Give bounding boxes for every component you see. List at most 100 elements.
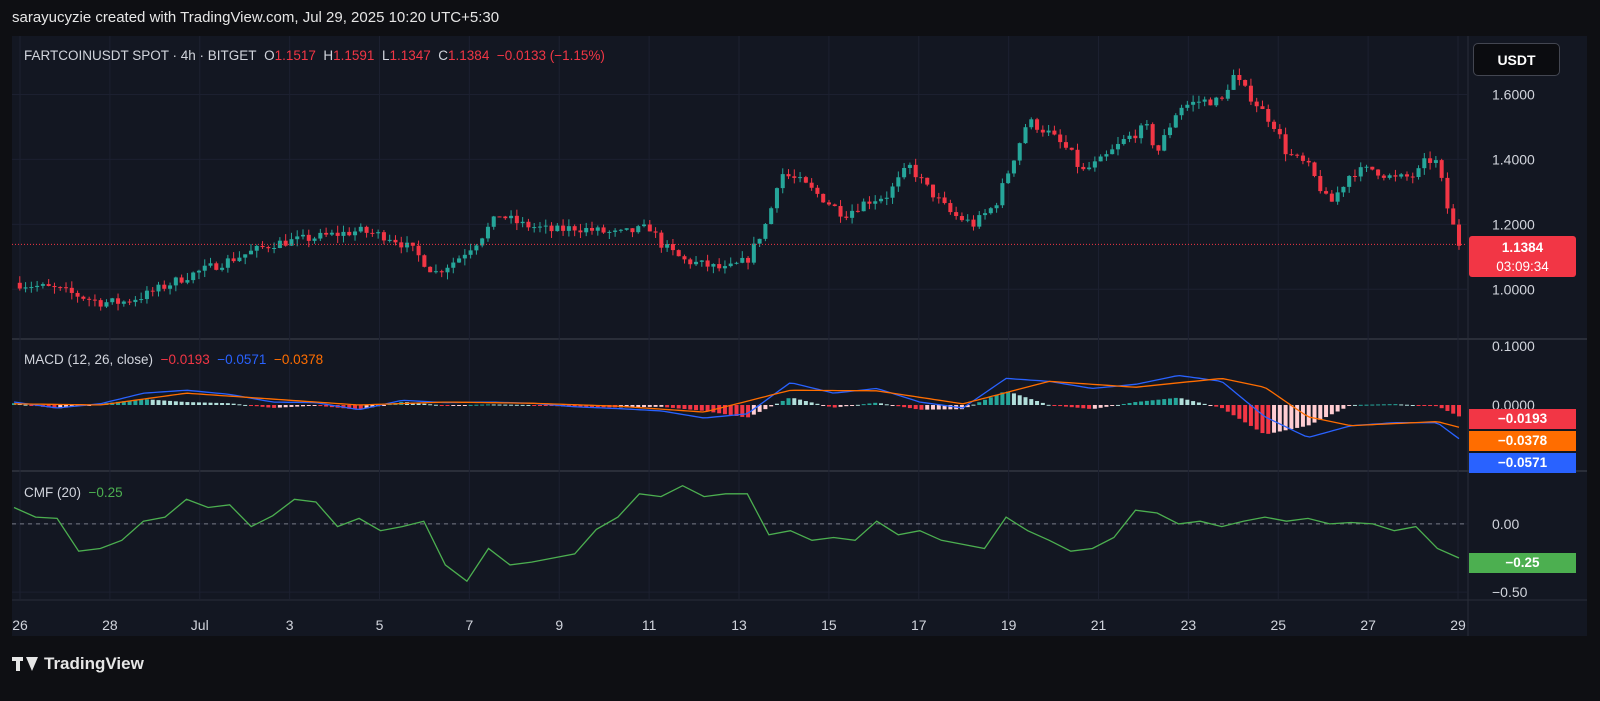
candle-body — [272, 247, 277, 249]
candle-body — [1295, 154, 1300, 156]
x-tick-label: 21 — [1091, 617, 1107, 633]
candle-body — [595, 227, 600, 231]
macd-histogram-bar — [433, 404, 438, 406]
candle-body — [988, 208, 993, 214]
candle-body — [1248, 85, 1253, 102]
tradingview-logo[interactable]: TradingView — [12, 654, 144, 674]
candle-body — [133, 299, 138, 303]
macd-histogram-bar — [549, 405, 554, 406]
candle-body — [1300, 155, 1305, 161]
macd-histogram-bar — [1150, 400, 1155, 405]
cmf-tick-label: −0.50 — [1492, 584, 1528, 600]
candle-body — [1364, 166, 1369, 168]
macd-histogram-bar — [1092, 405, 1097, 409]
candle-body — [237, 257, 242, 262]
candle-body — [480, 238, 485, 246]
macd-histogram-bar — [1329, 405, 1334, 415]
price-tick-label: 1.0000 — [1492, 281, 1535, 297]
candle-body — [168, 285, 173, 289]
candle-body — [283, 240, 288, 246]
candle-body — [1387, 175, 1392, 178]
candle-body — [1081, 166, 1086, 170]
macd-histogram-bar — [1324, 405, 1329, 418]
macd-histogram-bar — [370, 405, 375, 408]
macd-histogram-bar — [590, 405, 594, 408]
macd-histogram-bar — [826, 405, 831, 407]
chart-svg[interactable]: 26 28 Jul 3 5 7 9 11 13 15 17 19 21 23 25 27 29 1.0000 1.2… — [12, 36, 1587, 636]
candle-body — [1121, 139, 1126, 144]
candle-body — [1006, 173, 1011, 184]
macd-histogram-bar — [1376, 404, 1381, 406]
macd-histogram-bar — [676, 405, 681, 409]
candle-body — [1404, 174, 1410, 177]
candle-body — [52, 285, 57, 288]
candle-body — [347, 231, 352, 236]
macd-histogram-bar — [688, 405, 693, 410]
macd-histogram-bar — [1445, 405, 1450, 411]
candle-body — [1451, 208, 1456, 225]
macd-histogram-bar — [243, 404, 248, 406]
cmf-title: CMF (20) — [24, 485, 81, 500]
candle-body — [410, 242, 415, 246]
macd-histogram-bar — [410, 402, 415, 405]
candle-body — [1312, 162, 1317, 177]
candle-body — [387, 239, 392, 241]
candle-body — [647, 224, 652, 232]
macd-histogram-bar — [746, 405, 751, 418]
candle-body — [295, 236, 300, 240]
macd-histogram-bar — [1144, 400, 1149, 405]
macd-histogram-bar — [971, 404, 976, 406]
chart-panel[interactable]: 26 28 Jul 3 5 7 9 11 13 15 17 19 21 23 25 27 29 1.0000 1.2… — [12, 36, 1587, 636]
macd-histogram-bar — [1312, 405, 1317, 423]
candle-body — [983, 213, 988, 216]
macd-histogram-bar — [1277, 405, 1282, 432]
macd-histogram-bar — [139, 399, 144, 405]
candle-body — [826, 202, 832, 205]
macd-histogram-bar — [445, 405, 450, 406]
macd-histogram-bar — [381, 405, 386, 406]
macd-histogram-bar — [462, 405, 467, 406]
macd-histogram-bar — [133, 399, 138, 405]
candle-body — [873, 201, 878, 204]
macd-histogram-bar — [769, 405, 774, 407]
macd-histogram-bar — [925, 405, 930, 410]
x-tick-label: 26 — [12, 617, 28, 633]
candle-body — [694, 261, 699, 265]
macd-histogram-bar — [734, 405, 739, 417]
candle-body — [121, 301, 126, 304]
x-tick-label: 3 — [286, 617, 294, 633]
candle-body — [1156, 145, 1161, 151]
candle-body — [630, 228, 635, 233]
candle-body — [717, 264, 722, 269]
macd-histogram-bar — [705, 405, 710, 412]
macd-histogram-bar — [1300, 405, 1305, 427]
macd-histogram-bar — [832, 405, 837, 408]
candle-body — [220, 267, 225, 270]
candle-body — [1399, 174, 1404, 177]
candle-body — [1289, 154, 1294, 156]
macd-histogram-bar — [457, 405, 462, 406]
macd-histogram-bar — [1208, 405, 1213, 406]
macd-histogram-bar — [1121, 403, 1126, 405]
candle-body — [23, 287, 28, 289]
signal-line — [13, 378, 1460, 428]
candle-body — [428, 266, 433, 273]
macd-histogram-bar — [480, 404, 485, 406]
candle-body — [601, 227, 606, 233]
candle-body — [1381, 175, 1386, 178]
candle-body — [1196, 101, 1201, 103]
macd-histogram-bar — [896, 405, 901, 407]
candle-body — [1370, 166, 1375, 170]
candle-body — [1324, 191, 1329, 194]
macd-histogram-bar — [740, 405, 745, 417]
macd-histogram-bar — [1040, 402, 1045, 405]
candle-body — [81, 296, 86, 299]
macd-histogram-bar — [861, 404, 866, 406]
macd-histogram-bar — [1243, 405, 1248, 423]
currency-button[interactable]: USDT — [1473, 43, 1560, 76]
candle-body — [1046, 130, 1051, 133]
price-tick-label: 1.4000 — [1492, 151, 1535, 167]
candle-body — [954, 212, 959, 217]
candle-body — [1393, 175, 1398, 177]
macd-histogram-bar — [214, 402, 219, 405]
